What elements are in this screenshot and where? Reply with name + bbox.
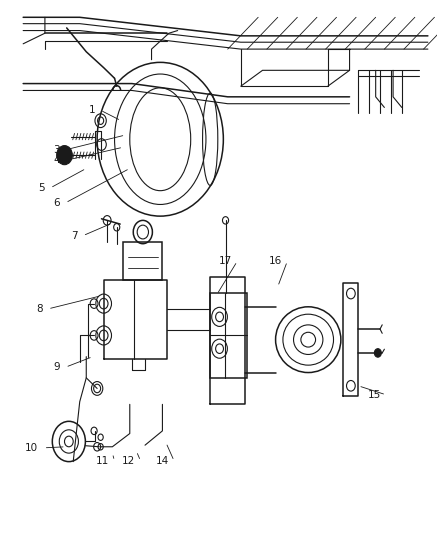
Text: 9: 9 — [53, 362, 60, 372]
Text: 12: 12 — [122, 456, 135, 466]
Text: 17: 17 — [219, 256, 232, 266]
Text: 7: 7 — [71, 231, 78, 241]
Bar — [123, 241, 162, 280]
Text: 3: 3 — [53, 145, 60, 155]
Text: 5: 5 — [38, 183, 45, 193]
Text: 14: 14 — [155, 456, 169, 466]
Circle shape — [374, 349, 381, 357]
Text: 4: 4 — [53, 156, 60, 165]
Text: 6: 6 — [53, 198, 60, 208]
Text: 1: 1 — [88, 105, 95, 115]
Circle shape — [57, 146, 72, 165]
Bar — [210, 293, 247, 378]
Text: 10: 10 — [25, 443, 39, 453]
Text: 8: 8 — [36, 304, 43, 314]
Text: 16: 16 — [269, 256, 282, 266]
Text: 11: 11 — [96, 456, 110, 466]
Text: 15: 15 — [367, 390, 381, 400]
